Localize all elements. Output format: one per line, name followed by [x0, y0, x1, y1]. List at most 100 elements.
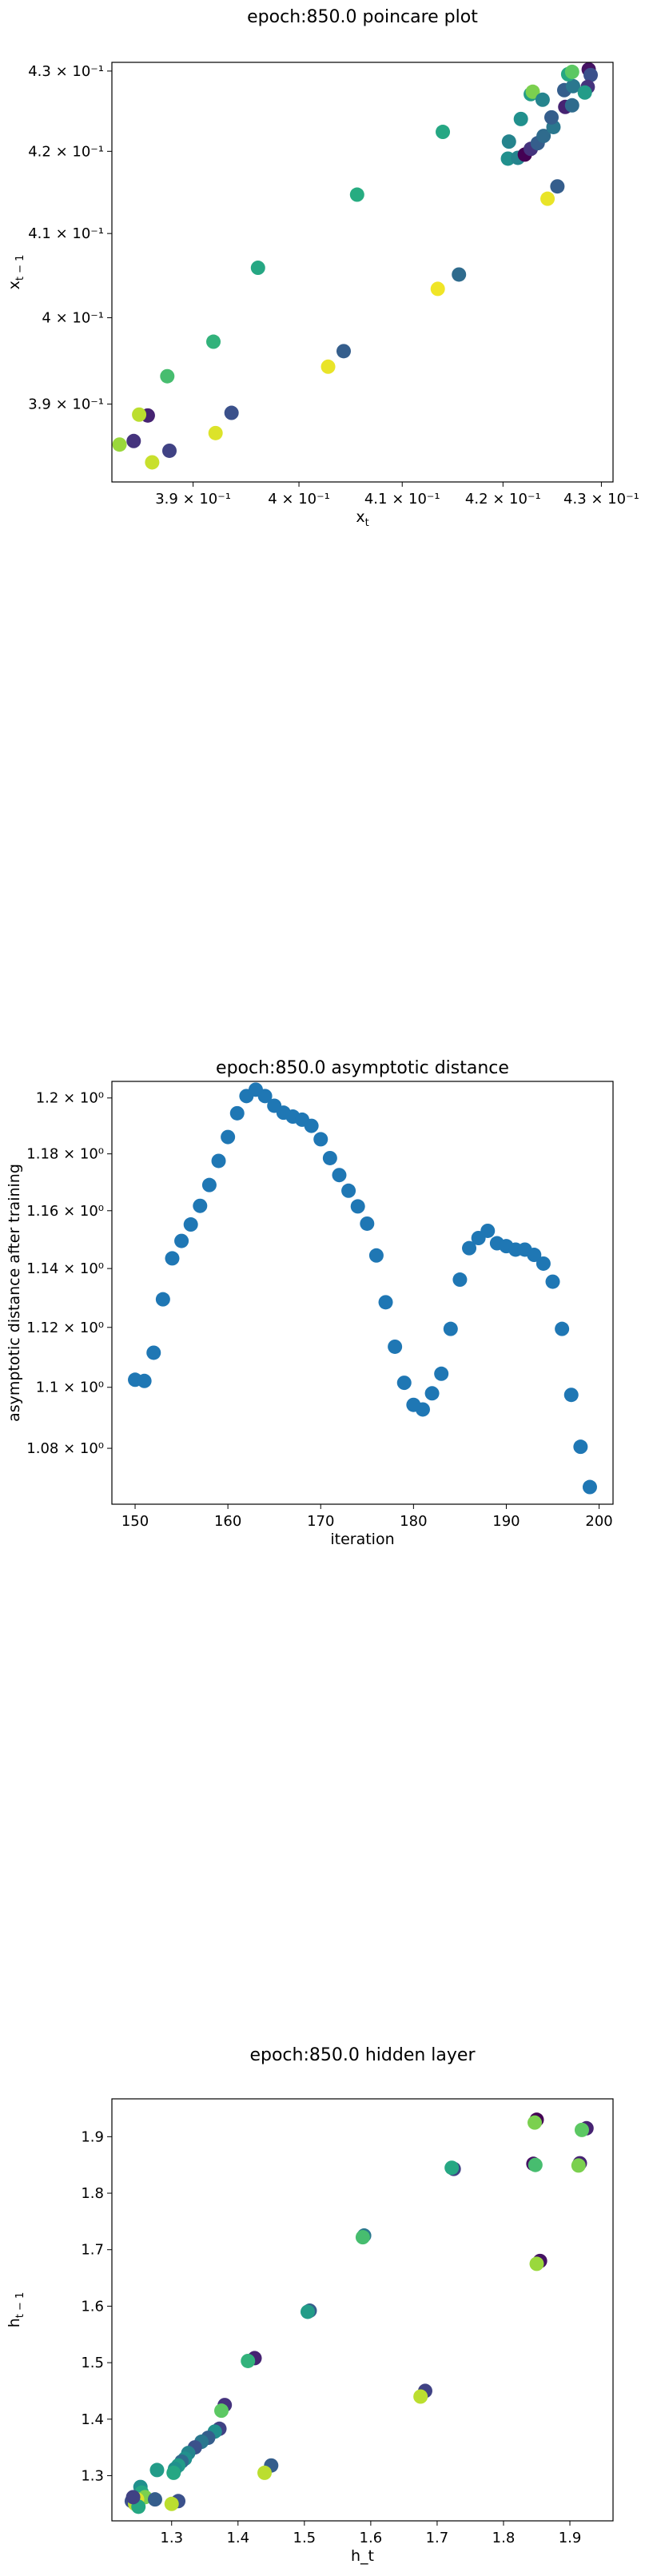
y-tick-label: 1.3 [81, 2467, 104, 2484]
y-tick-label: 1.12 × 10⁰ [26, 1320, 104, 1336]
x-tick-label: 180 [400, 1513, 427, 1530]
data-point [164, 2496, 179, 2511]
data-point [480, 1223, 496, 1238]
x-tick-label: 1.3 [160, 2530, 183, 2546]
y-tick-label: 1.14 × 10⁰ [26, 1260, 104, 1277]
data-point [415, 1402, 430, 1417]
x-tick-label: 200 [585, 1513, 612, 1530]
data-point [566, 78, 581, 94]
data-point [564, 64, 579, 79]
data-point [536, 1256, 551, 1271]
data-points [112, 62, 599, 470]
y-tick-label: 1.4 [81, 2411, 104, 2428]
y-tick-label: 1.1 × 10⁰ [36, 1380, 104, 1396]
x-axis-label: xt [356, 508, 368, 529]
data-point [564, 98, 579, 113]
chart-title: epoch:850.0 hidden layer [249, 2045, 476, 2065]
data-point [332, 1168, 347, 1183]
y-tick-label: 4.1 × 10⁻¹ [28, 225, 104, 242]
data-point [434, 1366, 449, 1381]
data-point [214, 2403, 229, 2419]
data-points [128, 1082, 597, 1495]
data-point [201, 1177, 217, 1192]
data-point [536, 129, 551, 144]
data-point [573, 1439, 588, 1455]
x-tick-label: 150 [121, 1513, 149, 1530]
data-point [436, 125, 451, 140]
data-point [555, 1321, 570, 1336]
data-point [462, 1240, 477, 1256]
data-point [224, 405, 239, 420]
data-point [250, 261, 265, 276]
data-point [211, 1153, 226, 1169]
data-point [193, 1198, 208, 1213]
x-tick-label: 1.4 [226, 2530, 249, 2546]
data-point [174, 1233, 189, 1248]
data-point [413, 2389, 428, 2404]
y-tick-label: 1.6 [81, 2298, 104, 2315]
data-point [535, 92, 550, 107]
y-axis-label: asymptotic distance after training [6, 1164, 23, 1422]
x-tick-label: 190 [492, 1513, 520, 1530]
data-point [529, 2256, 544, 2271]
data-point [183, 1217, 198, 1232]
plot-frame [111, 2098, 614, 2522]
data-point [525, 84, 540, 99]
x-tick-label: 1.6 [360, 2530, 383, 2546]
data-point [350, 1199, 365, 1214]
data-point [208, 425, 223, 440]
data-point [160, 368, 175, 384]
data-point [396, 1376, 412, 1391]
data-point [545, 1274, 560, 1289]
data-point [349, 187, 364, 202]
y-tick-label: 1.8 [81, 2185, 104, 2202]
data-point [368, 1248, 384, 1263]
data-point [322, 1150, 337, 1165]
data-point [550, 179, 565, 194]
data-point [155, 1292, 170, 1307]
data-point [221, 1129, 236, 1145]
data-point [206, 334, 221, 349]
data-point [165, 1251, 180, 1266]
data-point [577, 85, 592, 100]
data-point [528, 2115, 543, 2130]
data-point [513, 111, 528, 126]
data-point [229, 1105, 245, 1121]
data-point [341, 1183, 356, 1198]
y-tick-label: 4 × 10⁻¹ [42, 310, 104, 327]
x-tick-label: 1.8 [492, 2530, 516, 2546]
y-tick-label: 1.9 [81, 2128, 104, 2145]
y-tick-label: 1.2 × 10⁰ [36, 1090, 104, 1107]
data-point [132, 407, 147, 422]
data-point [241, 2353, 256, 2368]
data-point [582, 1479, 597, 1495]
data-point [147, 2492, 162, 2507]
x-tick-label: 170 [307, 1513, 334, 1530]
y-tick-label: 1.16 × 10⁰ [26, 1203, 104, 1220]
data-point [452, 1272, 468, 1288]
data-point [300, 2304, 315, 2319]
x-tick-label: 1.5 [293, 2530, 317, 2546]
data-point [388, 1339, 403, 1354]
y-axis-label: xt − 1 [6, 255, 26, 290]
x-axis-label: iteration [330, 1531, 394, 1548]
x-tick-label: 4.1 × 10⁻¹ [364, 491, 440, 508]
data-point [583, 67, 599, 82]
y-axis-label: ht − 1 [6, 2292, 26, 2328]
data-point [125, 2490, 141, 2505]
x-tick-label: 1.9 [559, 2530, 582, 2546]
data-point [574, 2122, 589, 2137]
x-axis-label: h_t [351, 2547, 374, 2565]
data-point [543, 109, 559, 125]
data-point [146, 1345, 161, 1360]
y-tick-label: 1.08 × 10⁰ [26, 1440, 104, 1457]
data-point [257, 2465, 273, 2480]
x-tick-label: 1.7 [426, 2530, 449, 2546]
data-point [378, 1295, 393, 1310]
y-tick-label: 1.7 [81, 2242, 104, 2259]
y-tick-label: 4.2 × 10⁻¹ [28, 143, 104, 160]
x-tick-label: 160 [214, 1513, 241, 1530]
data-point [424, 1386, 440, 1401]
data-point [149, 2463, 165, 2478]
